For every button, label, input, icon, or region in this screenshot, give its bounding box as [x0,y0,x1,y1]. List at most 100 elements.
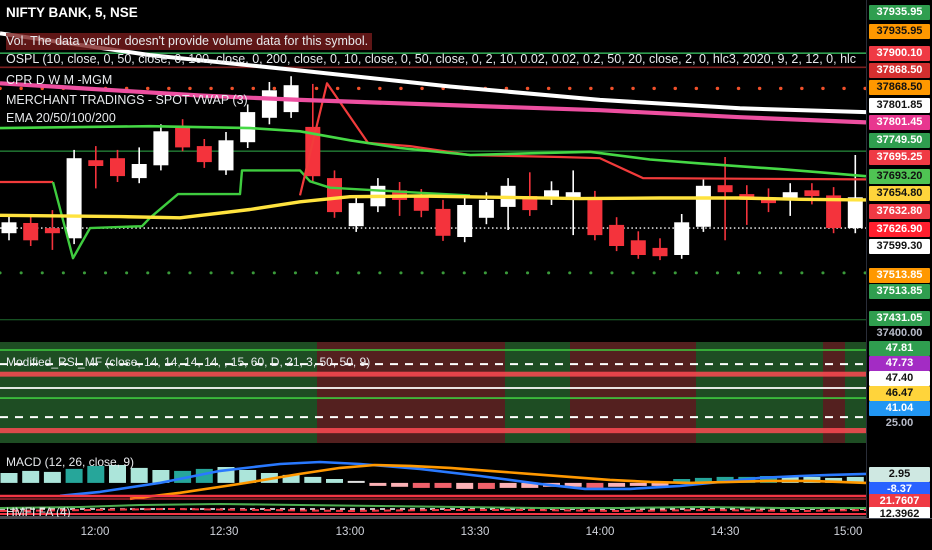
legend-ospl[interactable]: OSPL (10, close, 0, 50, close, 0, 100, c… [6,52,857,66]
macd-histogram-bar [304,476,322,483]
legend-macd[interactable]: MACD (12, 26, close, 9) [6,455,135,469]
price-label: 37801.85 [869,97,930,113]
macd-histogram-bar [22,470,40,483]
legend-vwap[interactable]: MERCHANT TRADINGS - SPOT VWAP (3) [6,93,248,107]
price-label: -8.37 [869,481,930,497]
candle-body [630,240,646,255]
white-ma [0,31,866,115]
rsi-regime-band [505,342,570,443]
candle-body [826,195,842,229]
rsi-regime-band [845,342,866,443]
candle-body [110,158,125,177]
volume-error-message: Vol. The data vendor doesn't provide vol… [6,33,373,50]
candle-body [66,158,82,239]
price-label: 37868.50 [869,79,930,95]
price-label: 21.7607 [869,493,930,509]
ema-green [0,124,866,178]
candle-body [196,146,212,163]
signal-line [129,463,866,501]
candle-body [544,190,559,200]
symbol-title[interactable]: NIFTY BANK, 5, NSE [6,5,138,20]
candle-body [218,140,234,171]
macd-histogram-bar [347,480,365,483]
candle-body [565,192,581,200]
price-label: 41.04 [869,400,930,416]
rsi-regime-band [823,342,845,443]
time-tick: 15:00 [833,526,863,538]
candle-body [652,247,668,257]
rsi-regime-band [0,342,317,443]
macd-histogram-bar [846,476,864,483]
price-label: 37900.10 [869,45,930,61]
macd-histogram-bar [239,470,257,483]
price-label: 37599.30 [869,238,930,254]
price-label: 37935.95 [869,23,930,39]
chart-canvas[interactable] [0,0,866,518]
candle-body [44,228,60,234]
price-label: 37400.00 [876,326,923,339]
price-label: 37626.90 [869,221,930,237]
candle-body [695,185,711,227]
legend-rsi[interactable]: Modified_RSI_MF (close, 14, 14, 14, 14, … [6,355,371,369]
price-scale[interactable]: 37935.95 37935.95 37900.10 37868.50 37868.50… [866,0,932,522]
macd-histogram-bar [456,482,474,489]
price-label: 37513.85 [869,283,930,299]
macd-histogram-bar [0,473,18,483]
price-label: 37868.50 [869,62,930,78]
price-label: 47.73 [869,355,930,371]
vwap-red [298,82,866,196]
macd-histogram-bar [586,482,604,488]
rsi-regime-band [570,342,696,443]
time-axis[interactable]: 12:00 12:30 13:00 13:30 14:00 14:30 15:00 [0,518,932,550]
macd-histogram-bar [694,477,712,483]
price-label: 12.3962 [869,506,930,522]
candle-body [23,223,39,241]
macd-histogram-bar [521,482,539,488]
candle-body [413,197,429,211]
macd-histogram-bar [391,482,409,487]
macd-histogram-bar [412,482,430,488]
candle-body [305,126,321,177]
price-label: 37513.85 [869,267,930,283]
rsi-regime-band [696,342,823,443]
macd-histogram-bar [282,474,300,483]
macd-histogram-bar [109,465,126,483]
macd-histogram-bar [477,482,495,489]
macd-histogram-bar [326,479,343,483]
price-label: 37632.80 [869,203,930,219]
candle-body [782,192,798,200]
candle-body [457,205,473,237]
candle-body [717,185,733,193]
candle-body [261,90,277,118]
macd-histogram-bar [499,482,517,488]
rsi-regime-band [317,342,505,443]
time-tick: 13:30 [460,526,490,538]
legend-mini[interactable]: HMFI FA (4) [6,505,71,517]
legend-cpr[interactable]: CPR D W M -MGM [6,73,113,87]
price-label: 37431.05 [869,310,930,326]
mini-green [0,503,866,509]
candle-body [327,178,342,213]
candle-body [153,131,169,166]
candle-body [435,208,451,236]
candle-body [348,203,364,227]
candle-body [587,199,603,236]
macd-histogram-bar [369,482,387,486]
price-label: 37654.80 [869,185,930,201]
macd-histogram-bar [152,470,170,483]
candle-body [609,224,625,246]
macd-histogram-bar [608,482,626,487]
macd-histogram-bar [434,482,452,488]
macd-histogram-bar [673,479,691,483]
macd-histogram-bar [651,482,669,486]
macd-histogram-bar [130,467,148,483]
macd-histogram-bar [760,476,777,483]
candle-body [674,222,690,255]
price-label: 25.00 [885,416,914,429]
legend-ema[interactable]: EMA 20/50/100/200 [6,111,116,125]
time-tick: 14:30 [710,526,740,538]
pink-band [0,81,866,125]
price-label: 37935.95 [869,4,930,20]
price-label: 2.95 [869,466,930,482]
